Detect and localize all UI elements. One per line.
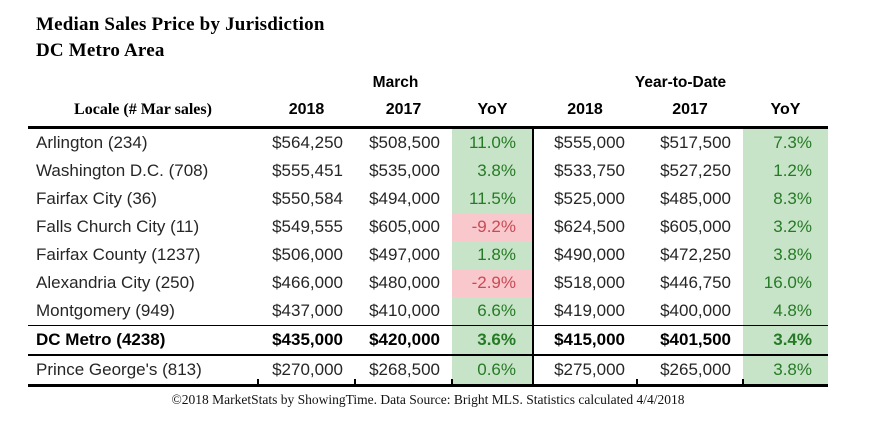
ytd-2018-cell: $624,500 (532, 213, 637, 241)
march-2017-cell: $420,000 (355, 325, 452, 356)
march-2018-cell: $550,584 (272, 189, 343, 208)
march-yoy-cell: 11.5% (452, 185, 533, 213)
ytd-yoy-cell: 8.3% (743, 185, 828, 213)
march-2018-cell: $555,451 (272, 161, 343, 180)
locale-cell: Montgomery (949) (36, 301, 175, 320)
march-2018-cell: $549,555 (272, 217, 343, 236)
locale-cell: Alexandria City (250) (36, 273, 195, 292)
ytd-yoy-cell: 4.8% (743, 297, 828, 326)
march-yoy-cell: -2.9% (452, 269, 533, 297)
ytd-2018-cell: $518,000 (532, 269, 637, 297)
march-2018-cell: $435,000 (258, 325, 355, 356)
locale-cell: Falls Church City (11) (36, 217, 200, 236)
ytd-2017-cell: $517,500 (660, 133, 731, 152)
group-header-year-to-date: Year-to-Date (634, 74, 727, 91)
locale-cell: Fairfax City (36) (36, 189, 157, 208)
locale-cell: Arlington (234) (36, 133, 148, 152)
ytd-2018-cell: $275,000 (532, 355, 637, 387)
group-header-march: March (372, 74, 419, 91)
locale-column-header: Locale (# Mar sales) (28, 93, 258, 129)
column-header-march-yoy: YoY (452, 93, 533, 129)
median-sales-price-table: March Year-to-Date Locale (# Mar sales) … (28, 67, 828, 387)
march-2017-cell: $268,500 (354, 355, 452, 387)
column-header-ytd-yoy: YoY (743, 93, 828, 129)
ytd-2018-cell: $419,000 (532, 297, 637, 326)
march-2017-cell: $480,000 (369, 273, 440, 292)
march-yoy-cell: 0.6% (451, 355, 533, 387)
ytd-2018-cell: $555,000 (532, 127, 637, 157)
table-row: Washington D.C. (708) $555,451 $535,000 … (28, 157, 828, 185)
report-content: Median Sales Price by Jurisdiction DC Me… (28, 14, 828, 407)
ytd-2017-cell: $605,000 (660, 217, 731, 236)
column-header-ytd-2017: 2017 (637, 93, 743, 129)
table-body: Arlington (234) $564,250 $508,500 11.0% … (28, 127, 828, 387)
ytd-2017-cell: $472,250 (660, 245, 731, 264)
march-2017-cell: $508,500 (369, 133, 440, 152)
ytd-yoy-cell: 3.4% (743, 325, 828, 356)
march-2017-cell: $605,000 (369, 217, 440, 236)
table-row: DC Metro (4238) $435,000 $420,000 3.6% $… (28, 325, 828, 356)
group-header-row: March Year-to-Date (28, 67, 828, 93)
march-2018-cell: $506,000 (272, 245, 343, 264)
ytd-2018-cell: $415,000 (532, 325, 637, 356)
ytd-2017-cell: $446,750 (660, 273, 731, 292)
locale-cell: Prince George's (813) (28, 355, 258, 387)
table-row: Fairfax County (1237) $506,000 $497,000 … (28, 241, 828, 269)
page-subtitle: DC Metro Area (36, 40, 165, 61)
march-2017-cell: $497,000 (369, 245, 440, 264)
ytd-2017-cell: $527,250 (660, 161, 731, 180)
march-2018-cell: $437,000 (272, 301, 343, 320)
column-header-ytd-2018: 2018 (533, 93, 637, 129)
ytd-yoy-cell: 7.3% (743, 127, 828, 157)
copyright-footer: ©2018 MarketStats by ShowingTime. Data S… (171, 392, 685, 407)
locale-header-label: Locale (74, 100, 120, 118)
march-2018-cell: $466,000 (272, 273, 343, 292)
ytd-yoy-cell: 3.8% (743, 241, 828, 269)
table-row: Prince George's (813) $270,000 $268,500 … (28, 355, 828, 387)
march-yoy-cell: -9.2% (452, 213, 533, 241)
ytd-yoy-cell: 3.8% (742, 355, 828, 387)
table-row: Arlington (234) $564,250 $508,500 11.0% … (28, 127, 828, 157)
table-row: Falls Church City (11) $549,555 $605,000… (28, 213, 828, 241)
ytd-yoy-cell: 3.2% (743, 213, 828, 241)
ytd-yoy-cell: 16.0% (743, 269, 828, 297)
group-header-spacer (28, 67, 258, 93)
table-row: Montgomery (949) $437,000 $410,000 6.6% … (28, 297, 828, 326)
march-yoy-cell: 3.8% (452, 157, 533, 185)
column-header-row: Locale (# Mar sales) 2018 2017 YoY 2018 … (28, 93, 828, 129)
march-2017-cell: $494,000 (369, 189, 440, 208)
locale-header-note: (# Mar sales) (119, 100, 212, 118)
march-2017-cell: $410,000 (369, 301, 440, 320)
march-2017-cell: $535,000 (369, 161, 440, 180)
table-row: Fairfax City (36) $550,584 $494,000 11.5… (28, 185, 828, 213)
march-yoy-cell: 3.6% (452, 325, 533, 356)
ytd-2017-cell: $400,000 (660, 301, 731, 320)
ytd-2018-cell: $525,000 (532, 185, 637, 213)
ytd-2018-cell: $533,750 (532, 157, 637, 185)
locale-cell: Washington D.C. (708) (36, 161, 209, 180)
locale-cell: DC Metro (4238) (28, 325, 258, 356)
page-title: Median Sales Price by Jurisdiction (36, 14, 325, 35)
march-yoy-cell: 11.0% (452, 127, 533, 157)
column-header-march-2018: 2018 (258, 93, 355, 129)
ytd-yoy-cell: 1.2% (743, 157, 828, 185)
ytd-2017-cell: $401,500 (637, 325, 743, 356)
ytd-2018-cell: $490,000 (532, 241, 637, 269)
locale-cell: Fairfax County (1237) (36, 245, 201, 264)
march-yoy-cell: 1.8% (452, 241, 533, 269)
column-header-march-2017: 2017 (355, 93, 452, 129)
ytd-2017-cell: $265,000 (636, 355, 743, 387)
march-yoy-cell: 6.6% (452, 297, 533, 326)
march-2018-cell: $564,250 (272, 133, 343, 152)
ytd-2017-cell: $485,000 (660, 189, 731, 208)
march-2018-cell: $270,000 (257, 355, 355, 387)
table-row: Alexandria City (250) $466,000 $480,000 … (28, 269, 828, 297)
